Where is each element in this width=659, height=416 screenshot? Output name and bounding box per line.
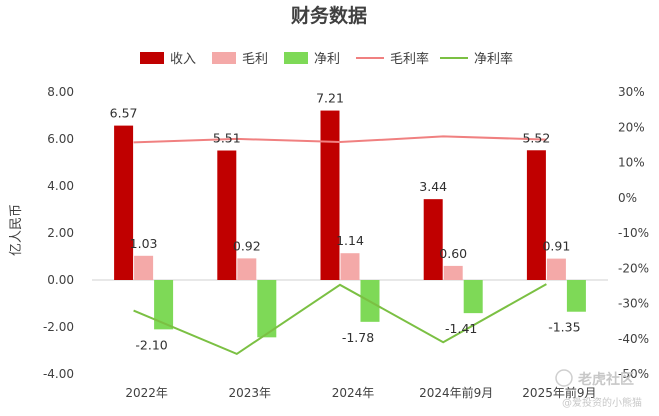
right-tick-label: 0% bbox=[618, 191, 637, 205]
left-tick-label: 2.00 bbox=[47, 226, 74, 240]
legend-swatch bbox=[212, 52, 236, 64]
data-label: 1.14 bbox=[336, 233, 364, 248]
line-净利率 bbox=[133, 283, 547, 356]
category-label: 2024年 bbox=[332, 386, 375, 400]
right-axis-ticks: 30% 20% 10% 0% -10% -20% -30% -40% -50% bbox=[618, 85, 649, 381]
legend: 收入 毛利 净利 毛利率 净利率 bbox=[140, 51, 513, 67]
bars bbox=[114, 110, 586, 338]
right-tick-label: -10% bbox=[618, 226, 649, 240]
data-label: 6.57 bbox=[110, 106, 138, 121]
category-label: 2022年 bbox=[125, 386, 168, 400]
watermark-logo-icon bbox=[555, 369, 573, 387]
chart-title: 财务数据 bbox=[291, 4, 367, 27]
bar-收入 bbox=[114, 125, 134, 280]
category-label: 2023年 bbox=[229, 386, 272, 400]
right-tick-label: -50% bbox=[618, 367, 649, 381]
legend-label: 净利率 bbox=[474, 51, 513, 67]
left-tick-label: 0.00 bbox=[47, 273, 74, 287]
data-label: 0.91 bbox=[542, 239, 570, 254]
line-毛利率 bbox=[133, 135, 547, 144]
legend-label: 毛利率 bbox=[390, 51, 429, 67]
bar-收入 bbox=[423, 199, 443, 280]
watermark-brand: 老虎社区 bbox=[578, 371, 634, 388]
category-label: 2025年前9月 bbox=[522, 385, 596, 400]
data-label: -1.41 bbox=[445, 321, 477, 336]
data-label: 5.51 bbox=[213, 131, 241, 146]
data-label: 7.21 bbox=[316, 91, 344, 106]
category-label: 2024年前9月 bbox=[419, 385, 493, 400]
right-tick-label: -40% bbox=[618, 332, 649, 346]
bar-收入 bbox=[320, 110, 340, 280]
bar-毛利 bbox=[237, 258, 257, 280]
right-tick-label: -20% bbox=[618, 261, 649, 275]
right-tick-label: -30% bbox=[618, 297, 649, 311]
bar-净利 bbox=[463, 280, 483, 314]
legend-label: 收入 bbox=[170, 52, 196, 67]
watermark-user: @爱投资的小熊猫 bbox=[562, 396, 642, 409]
bar-毛利 bbox=[443, 265, 463, 280]
bar-毛利 bbox=[134, 255, 154, 280]
right-tick-label: 20% bbox=[618, 120, 645, 134]
bar-收入 bbox=[217, 150, 237, 280]
watermark: 老虎社区 @爱投资的小熊猫 bbox=[555, 369, 642, 409]
bar-净利 bbox=[566, 280, 586, 312]
category-labels: 2022年 2023年 2024年 2024年前9月 2025年前9月 bbox=[125, 385, 596, 400]
data-label: 0.60 bbox=[439, 246, 467, 261]
data-label: 3.44 bbox=[419, 179, 447, 194]
left-axis-ticks: 8.00 6.00 4.00 2.00 0.00 -2.00 -4.00 bbox=[43, 85, 74, 381]
right-tick-label: 30% bbox=[618, 85, 645, 99]
bar-收入 bbox=[526, 150, 546, 280]
legend-label: 净利 bbox=[314, 52, 340, 67]
bar-毛利 bbox=[546, 258, 566, 280]
left-tick-label: 4.00 bbox=[47, 179, 74, 193]
left-tick-label: -2.00 bbox=[43, 320, 74, 334]
left-tick-label: 6.00 bbox=[47, 132, 74, 146]
legend-swatch bbox=[140, 52, 164, 64]
legend-swatch bbox=[284, 52, 308, 64]
bar-净利 bbox=[154, 280, 174, 330]
y-axis-label: 亿人民币 bbox=[9, 204, 24, 256]
data-label: -1.35 bbox=[548, 320, 580, 335]
data-label: -1.78 bbox=[342, 330, 374, 345]
data-label: 1.03 bbox=[130, 236, 158, 251]
series-lines bbox=[133, 135, 547, 356]
bar-净利 bbox=[257, 280, 277, 338]
legend-label: 毛利 bbox=[242, 52, 268, 67]
bar-毛利 bbox=[340, 253, 360, 280]
left-tick-label: -4.00 bbox=[43, 367, 74, 381]
data-label: -2.10 bbox=[135, 337, 167, 352]
right-tick-label: 10% bbox=[618, 156, 645, 170]
data-label: 0.92 bbox=[233, 238, 261, 253]
data-labels: 6.57 5.51 7.21 3.44 5.52 1.03 0.92 1.14 0.60 0.91… bbox=[110, 91, 581, 353]
left-tick-label: 8.00 bbox=[47, 85, 74, 99]
data-label: 5.52 bbox=[522, 130, 550, 145]
